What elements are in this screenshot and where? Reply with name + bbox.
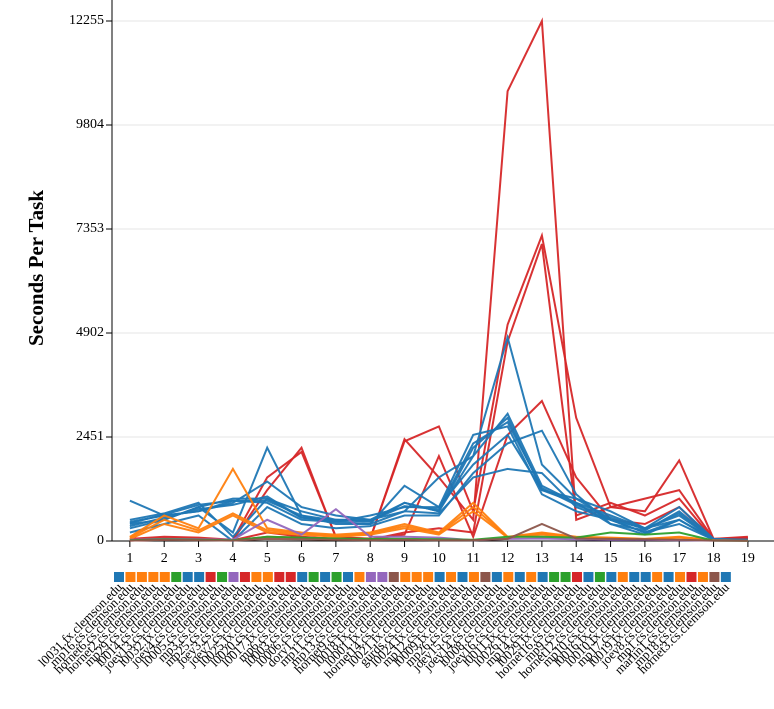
host-swatch <box>388 572 399 582</box>
host-swatch <box>136 572 147 582</box>
host-swatch <box>434 572 445 582</box>
data-line <box>129 522 748 542</box>
host-swatch <box>411 572 422 582</box>
host-swatch <box>205 572 216 582</box>
host-swatch <box>594 572 605 582</box>
host-swatch <box>354 572 365 582</box>
host-swatch <box>572 572 582 582</box>
host-swatch <box>640 572 651 582</box>
host-swatch <box>709 572 720 582</box>
x-tick-label: 13 <box>535 551 549 566</box>
host-swatch <box>480 572 491 582</box>
y-tick-label: 4902 <box>76 325 104 340</box>
data-line <box>129 420 748 542</box>
host-swatch <box>663 572 674 582</box>
host-swatch <box>549 572 560 582</box>
host-swatch <box>652 572 663 582</box>
host-swatch <box>125 572 136 582</box>
host-swatch <box>526 572 537 582</box>
data-line <box>129 17 748 541</box>
y-tick-label: 12255 <box>69 13 104 28</box>
host-swatch <box>285 572 296 582</box>
host-swatch <box>697 572 708 582</box>
x-tick-label: 8 <box>367 551 374 566</box>
host-swatch <box>468 572 479 582</box>
x-tick-label: 15 <box>604 551 618 566</box>
x-tick-label: 1 <box>126 551 133 566</box>
host-swatch <box>148 572 159 582</box>
host-swatch <box>182 572 193 582</box>
host-swatch <box>194 572 205 582</box>
x-tick-label: 7 <box>332 551 339 566</box>
x-tick-label: 10 <box>432 551 446 566</box>
host-swatch <box>400 572 411 582</box>
host-swatch <box>377 572 388 582</box>
data-line <box>129 231 748 542</box>
host-swatch <box>159 572 170 582</box>
host-swatch <box>606 572 617 582</box>
x-tick-label: 12 <box>501 551 515 566</box>
host-swatch <box>457 572 468 582</box>
x-tick-label: 19 <box>741 551 755 566</box>
y-tick-label: 0 <box>97 533 104 548</box>
host-swatch <box>228 572 239 582</box>
x-tick-label: 2 <box>161 551 168 566</box>
y-tick-label: 2451 <box>76 429 104 444</box>
host-swatch <box>274 572 285 582</box>
host-swatch <box>365 572 376 582</box>
x-tick-label: 16 <box>638 551 652 566</box>
x-tick-label: 9 <box>401 551 408 566</box>
data-line <box>129 416 748 541</box>
host-swatch <box>217 572 228 582</box>
plot-area <box>129 17 748 543</box>
host-swatch <box>446 572 457 582</box>
x-tick-label: 6 <box>298 551 305 566</box>
host-swatch <box>171 572 182 582</box>
x-tick-label: 14 <box>569 551 583 566</box>
host-swatch <box>686 572 697 582</box>
host-swatch <box>514 572 525 582</box>
host-swatch <box>308 572 319 582</box>
host-swatch <box>629 572 640 582</box>
host-swatch <box>560 572 571 582</box>
host-swatch <box>262 572 273 582</box>
host-swatch <box>491 572 502 582</box>
host-swatch <box>423 572 434 582</box>
host-swatch <box>331 572 342 582</box>
host-swatch <box>617 572 628 582</box>
host-swatch <box>114 572 124 582</box>
y-tick-label: 7353 <box>76 221 104 236</box>
host-swatch <box>720 572 731 582</box>
x-tick-label: 17 <box>672 551 686 566</box>
host-swatch <box>297 572 308 582</box>
host-swatch <box>343 572 353 582</box>
host-swatch <box>583 572 594 582</box>
host-swatch <box>537 572 548 582</box>
host-swatch <box>251 572 262 582</box>
host-swatch <box>320 572 331 582</box>
y-axis-label: Seconds Per Task <box>24 190 48 346</box>
host-swatch <box>503 572 514 582</box>
x-tick-label: 4 <box>229 551 236 566</box>
x-tick-label: 3 <box>195 551 202 566</box>
x-tick-label: 11 <box>466 551 479 566</box>
host-swatch <box>675 572 686 582</box>
x-tick-label: 18 <box>707 551 721 566</box>
y-tick-label: 9804 <box>76 117 104 132</box>
x-tick-label: 5 <box>264 551 271 566</box>
host-swatch <box>239 572 250 582</box>
